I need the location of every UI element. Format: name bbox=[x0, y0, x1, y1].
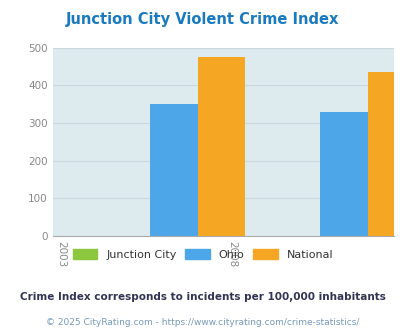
Bar bbox=[320, 112, 367, 236]
Legend: Junction City, Ohio, National: Junction City, Ohio, National bbox=[72, 249, 333, 260]
Bar bbox=[367, 72, 405, 236]
Bar bbox=[149, 104, 197, 236]
Text: © 2025 CityRating.com - https://www.cityrating.com/crime-statistics/: © 2025 CityRating.com - https://www.city… bbox=[46, 318, 359, 327]
Bar bbox=[197, 57, 245, 236]
Text: Junction City Violent Crime Index: Junction City Violent Crime Index bbox=[66, 12, 339, 26]
Text: Crime Index corresponds to incidents per 100,000 inhabitants: Crime Index corresponds to incidents per… bbox=[20, 292, 385, 302]
